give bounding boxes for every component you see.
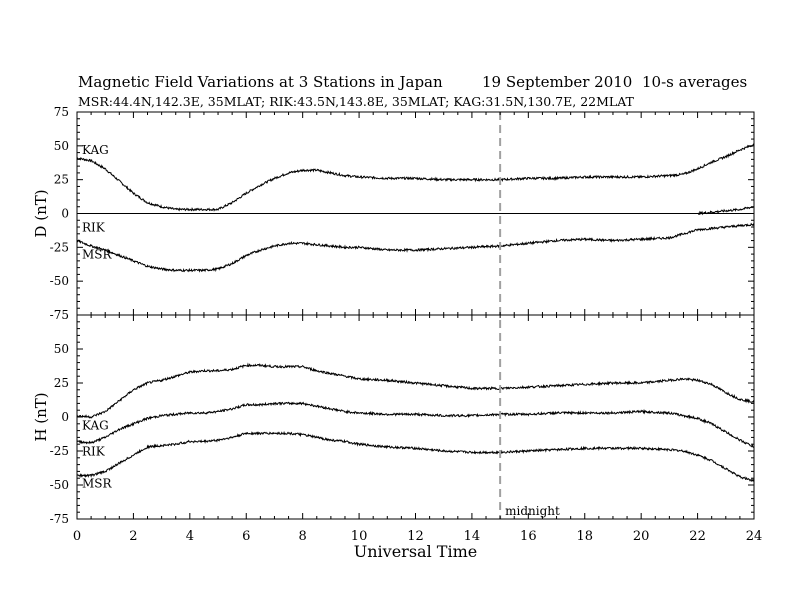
y-tick-label: 25: [54, 173, 69, 187]
d-series-kag-line: [76, 143, 755, 212]
chart-date: 19 September 2010: [482, 73, 633, 91]
averaging-note: 10-s averages: [642, 73, 748, 91]
x-tick-label: 22: [689, 529, 706, 544]
y-tick-label: -25: [50, 444, 69, 458]
h-series-rik-line: [76, 401, 755, 448]
x-tick-label: 2: [129, 529, 137, 544]
chart-title: Magnetic Field Variations at 3 Stations …: [78, 73, 443, 91]
x-tick-label: 6: [242, 529, 250, 544]
y-tick-label: 0: [61, 410, 69, 424]
h-series-label-msr: MSR: [82, 476, 113, 490]
x-tick-label: 4: [186, 529, 194, 544]
h-axis-label: H (nT): [32, 392, 50, 441]
d-series-label-rik: RIK: [82, 221, 106, 235]
x-tick-label: 24: [746, 529, 763, 544]
d-series-label-kag: KAG: [82, 143, 109, 157]
x-tick-label: 10: [351, 529, 368, 544]
x-tick-label: 20: [633, 529, 650, 544]
x-tick-label: 18: [576, 529, 593, 544]
y-tick-label: -25: [50, 240, 69, 254]
x-tick-label: 8: [299, 529, 307, 544]
y-tick-label: 0: [61, 207, 69, 221]
h-series-msr-line: [76, 430, 755, 482]
midnight-marker-label: midnight: [505, 504, 560, 518]
y-tick-label: -50: [50, 478, 69, 492]
x-tick-label: 12: [407, 529, 424, 544]
x-tick-label: 0: [73, 529, 81, 544]
d-series-rik-line: [697, 206, 755, 216]
y-tick-label: -50: [50, 274, 69, 288]
y-tick-label: 50: [54, 342, 69, 356]
x-axis-label: Universal Time: [354, 542, 477, 561]
y-tick-label: -75: [50, 308, 69, 322]
x-tick-label: 14: [464, 529, 481, 544]
y-tick-label: -75: [50, 512, 69, 526]
y-tick-label: 25: [54, 376, 69, 390]
d-series-label-msr: MSR: [82, 248, 113, 262]
station-coordinates: MSR:44.4N,142.3E, 35MLAT; RIK:43.5N,143.…: [78, 94, 634, 109]
x-tick-label: 16: [520, 529, 537, 544]
h-panel-frame: [76, 314, 755, 520]
y-tick-label: 75: [54, 105, 69, 119]
y-tick-label: 50: [54, 139, 69, 153]
d-series-msr-line: [76, 222, 755, 273]
h-series-kag-line: [76, 362, 755, 419]
d-axis-label: D (nT): [32, 189, 50, 237]
h-series-label-kag: KAG: [82, 419, 109, 433]
h-series-label-rik: RIK: [82, 444, 106, 458]
